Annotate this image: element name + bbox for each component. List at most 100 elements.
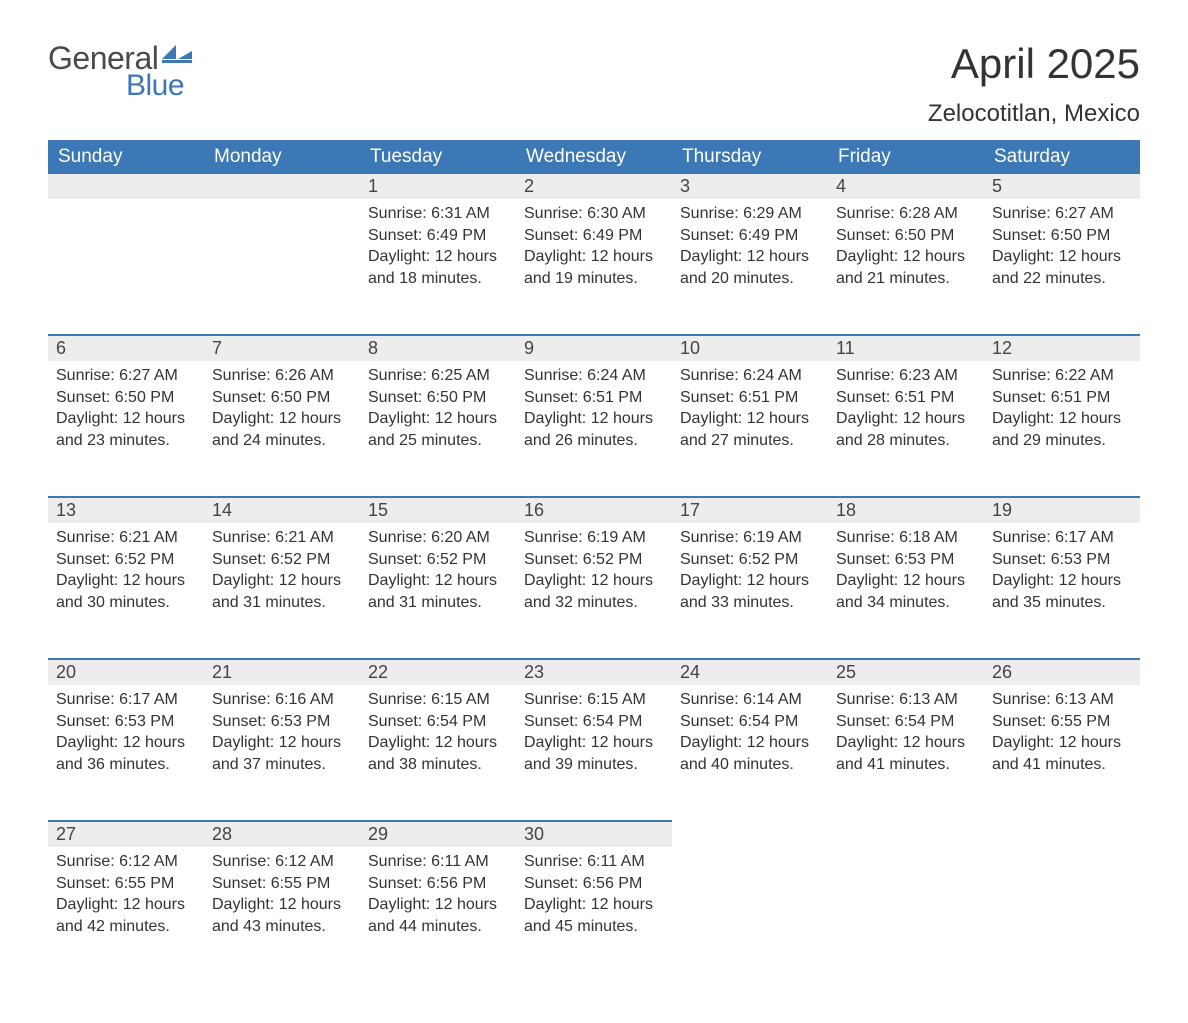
page-title: April 2025 <box>928 40 1140 88</box>
calendar-table: Sunday Monday Tuesday Wednesday Thursday… <box>48 140 1140 983</box>
day-cell: Sunrise: 6:21 AMSunset: 6:52 PMDaylight:… <box>48 523 204 659</box>
day-sunrise: Sunrise: 6:22 AM <box>992 365 1132 387</box>
day-sunrise: Sunrise: 6:12 AM <box>56 851 196 873</box>
day-day2: and 42 minutes. <box>56 916 196 938</box>
day-sunrise: Sunrise: 6:13 AM <box>992 689 1132 711</box>
title-block: April 2025 Zelocotitlan, Mexico <box>928 40 1140 128</box>
day-sunrise: Sunrise: 6:27 AM <box>56 365 196 387</box>
day-sunrise: Sunrise: 6:17 AM <box>56 689 196 711</box>
day-day1: Daylight: 12 hours <box>524 246 664 268</box>
day-content: Sunrise: 6:26 AMSunset: 6:50 PMDaylight:… <box>204 361 360 459</box>
day-day2: and 23 minutes. <box>56 430 196 452</box>
day-sunset: Sunset: 6:56 PM <box>524 873 664 895</box>
day-sunset: Sunset: 6:50 PM <box>992 225 1132 247</box>
day-sunset: Sunset: 6:54 PM <box>524 711 664 733</box>
day-cell <box>828 847 984 983</box>
day-content: Sunrise: 6:19 AMSunset: 6:52 PMDaylight:… <box>672 523 828 621</box>
day-sunrise: Sunrise: 6:12 AM <box>212 851 352 873</box>
day-day1: Daylight: 12 hours <box>56 570 196 592</box>
day-content: Sunrise: 6:11 AMSunset: 6:56 PMDaylight:… <box>360 847 516 945</box>
day-number-cell: 29 <box>360 821 516 847</box>
day-cell: Sunrise: 6:31 AMSunset: 6:49 PMDaylight:… <box>360 199 516 335</box>
day-sunrise: Sunrise: 6:13 AM <box>836 689 976 711</box>
day-day2: and 43 minutes. <box>212 916 352 938</box>
day-content: Sunrise: 6:16 AMSunset: 6:53 PMDaylight:… <box>204 685 360 783</box>
day-day1: Daylight: 12 hours <box>212 894 352 916</box>
day-sunrise: Sunrise: 6:23 AM <box>836 365 976 387</box>
day-content: Sunrise: 6:18 AMSunset: 6:53 PMDaylight:… <box>828 523 984 621</box>
day-day2: and 22 minutes. <box>992 268 1132 290</box>
day-day2: and 18 minutes. <box>368 268 508 290</box>
day-sunrise: Sunrise: 6:11 AM <box>368 851 508 873</box>
day-cell: Sunrise: 6:14 AMSunset: 6:54 PMDaylight:… <box>672 685 828 821</box>
day-content: Sunrise: 6:14 AMSunset: 6:54 PMDaylight:… <box>672 685 828 783</box>
day-day1: Daylight: 12 hours <box>992 570 1132 592</box>
day-sunset: Sunset: 6:54 PM <box>680 711 820 733</box>
day-sunrise: Sunrise: 6:16 AM <box>212 689 352 711</box>
day-day1: Daylight: 12 hours <box>836 732 976 754</box>
day-day2: and 37 minutes. <box>212 754 352 776</box>
day-content-row: Sunrise: 6:12 AMSunset: 6:55 PMDaylight:… <box>48 847 1140 983</box>
day-sunrise: Sunrise: 6:29 AM <box>680 203 820 225</box>
day-content: Sunrise: 6:12 AMSunset: 6:55 PMDaylight:… <box>204 847 360 945</box>
day-content-row: Sunrise: 6:27 AMSunset: 6:50 PMDaylight:… <box>48 361 1140 497</box>
day-content-row: Sunrise: 6:21 AMSunset: 6:52 PMDaylight:… <box>48 523 1140 659</box>
day-sunset: Sunset: 6:56 PM <box>368 873 508 895</box>
day-number-cell: 23 <box>516 659 672 685</box>
day-number-row: 27282930 <box>48 821 1140 847</box>
day-cell: Sunrise: 6:24 AMSunset: 6:51 PMDaylight:… <box>516 361 672 497</box>
day-number-row: 13141516171819 <box>48 497 1140 523</box>
day-cell: Sunrise: 6:29 AMSunset: 6:49 PMDaylight:… <box>672 199 828 335</box>
page-subtitle: Zelocotitlan, Mexico <box>928 100 1140 128</box>
day-sunset: Sunset: 6:49 PM <box>680 225 820 247</box>
day-cell: Sunrise: 6:28 AMSunset: 6:50 PMDaylight:… <box>828 199 984 335</box>
day-number-row: 6789101112 <box>48 335 1140 361</box>
day-sunset: Sunset: 6:53 PM <box>992 549 1132 571</box>
day-sunset: Sunset: 6:52 PM <box>56 549 196 571</box>
day-sunset: Sunset: 6:55 PM <box>992 711 1132 733</box>
day-number-cell: 1 <box>360 174 516 199</box>
day-cell: Sunrise: 6:25 AMSunset: 6:50 PMDaylight:… <box>360 361 516 497</box>
day-sunset: Sunset: 6:53 PM <box>836 549 976 571</box>
page: General Blue April 2025 Zelocotitlan, Me… <box>0 0 1188 1023</box>
day-day1: Daylight: 12 hours <box>524 408 664 430</box>
day-content-row: Sunrise: 6:31 AMSunset: 6:49 PMDaylight:… <box>48 199 1140 335</box>
day-content: Sunrise: 6:21 AMSunset: 6:52 PMDaylight:… <box>204 523 360 621</box>
day-number-cell: 5 <box>984 174 1140 199</box>
day-number-cell <box>828 821 984 847</box>
day-day1: Daylight: 12 hours <box>56 732 196 754</box>
day-day2: and 45 minutes. <box>524 916 664 938</box>
weekday-header: Sunday <box>48 140 204 174</box>
day-content: Sunrise: 6:25 AMSunset: 6:50 PMDaylight:… <box>360 361 516 459</box>
day-day1: Daylight: 12 hours <box>212 732 352 754</box>
day-sunrise: Sunrise: 6:27 AM <box>992 203 1132 225</box>
day-number-cell: 19 <box>984 497 1140 523</box>
day-day1: Daylight: 12 hours <box>56 408 196 430</box>
day-sunset: Sunset: 6:53 PM <box>56 711 196 733</box>
day-day2: and 32 minutes. <box>524 592 664 614</box>
day-number-cell <box>984 821 1140 847</box>
day-content: Sunrise: 6:22 AMSunset: 6:51 PMDaylight:… <box>984 361 1140 459</box>
day-cell: Sunrise: 6:13 AMSunset: 6:55 PMDaylight:… <box>984 685 1140 821</box>
day-sunset: Sunset: 6:53 PM <box>212 711 352 733</box>
day-day2: and 19 minutes. <box>524 268 664 290</box>
day-cell <box>48 199 204 335</box>
day-day1: Daylight: 12 hours <box>524 894 664 916</box>
day-day1: Daylight: 12 hours <box>680 408 820 430</box>
day-cell: Sunrise: 6:21 AMSunset: 6:52 PMDaylight:… <box>204 523 360 659</box>
day-day1: Daylight: 12 hours <box>680 732 820 754</box>
day-cell: Sunrise: 6:12 AMSunset: 6:55 PMDaylight:… <box>48 847 204 983</box>
day-number-cell: 20 <box>48 659 204 685</box>
weekday-header: Wednesday <box>516 140 672 174</box>
weekday-header: Saturday <box>984 140 1140 174</box>
day-number-cell: 15 <box>360 497 516 523</box>
day-sunrise: Sunrise: 6:19 AM <box>524 527 664 549</box>
day-cell <box>984 847 1140 983</box>
day-day2: and 21 minutes. <box>836 268 976 290</box>
day-number-cell: 8 <box>360 335 516 361</box>
day-cell: Sunrise: 6:27 AMSunset: 6:50 PMDaylight:… <box>984 199 1140 335</box>
day-day2: and 26 minutes. <box>524 430 664 452</box>
day-day2: and 33 minutes. <box>680 592 820 614</box>
day-cell: Sunrise: 6:13 AMSunset: 6:54 PMDaylight:… <box>828 685 984 821</box>
day-day2: and 44 minutes. <box>368 916 508 938</box>
